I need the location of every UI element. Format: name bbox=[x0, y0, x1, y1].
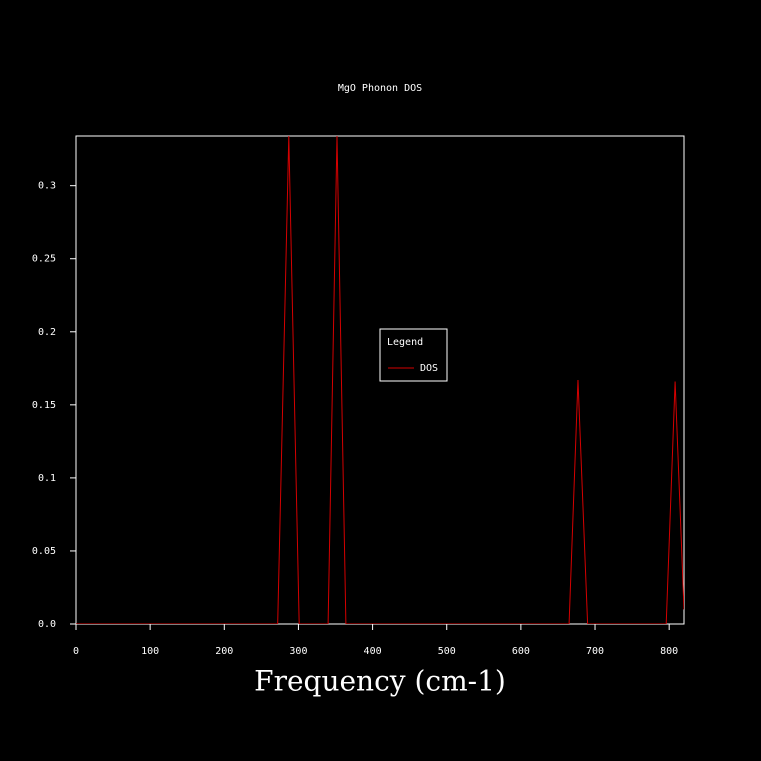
legend-box bbox=[379, 328, 448, 382]
x-tick-label: 800 bbox=[660, 646, 678, 657]
chart-title: MgO Phonon DOS bbox=[338, 83, 422, 94]
x-tick-label: 100 bbox=[141, 646, 159, 657]
y-tick-label: 0.05 bbox=[32, 546, 56, 557]
x-tick-label: 500 bbox=[438, 646, 456, 657]
legend-title: Legend bbox=[387, 337, 423, 348]
y-tick-label: 0.2 bbox=[38, 327, 56, 338]
y-tick-label: 0.25 bbox=[32, 254, 56, 265]
y-tick-label: 0.0 bbox=[38, 619, 56, 630]
x-tick-label: 200 bbox=[215, 646, 233, 657]
x-tick-label: 300 bbox=[289, 646, 307, 657]
x-tick-label: 600 bbox=[512, 646, 530, 657]
x-axis-label: Frequency (cm-1) bbox=[254, 665, 506, 698]
y-tick-label: 0.3 bbox=[38, 181, 56, 192]
x-tick-label: 700 bbox=[586, 646, 604, 657]
legend-label: DOS bbox=[420, 363, 438, 374]
x-tick-label: 0 bbox=[73, 646, 79, 657]
x-tick-label: 400 bbox=[364, 646, 382, 657]
y-tick-label: 0.1 bbox=[38, 473, 56, 484]
y-tick-label: 0.15 bbox=[32, 400, 56, 411]
